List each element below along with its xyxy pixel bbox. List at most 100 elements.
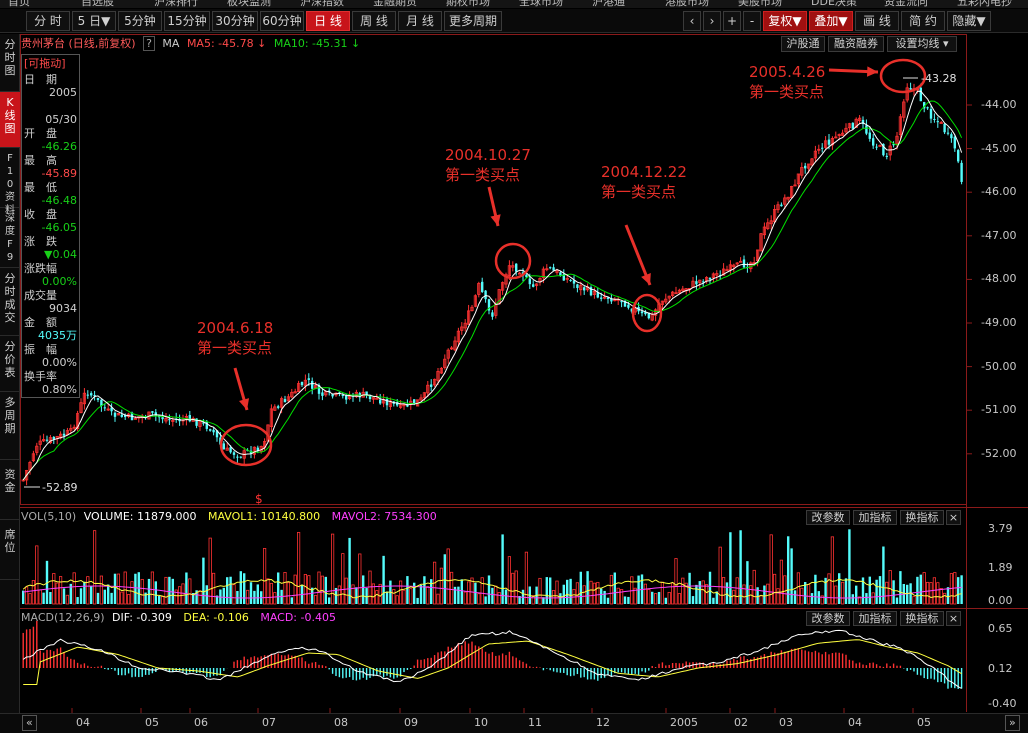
vol-mavol1: MAVOL1: 10140.800 (207, 510, 321, 523)
rongzi-button[interactable]: 融资融券 (828, 36, 884, 52)
annotation-date: 2004.6.18 (197, 319, 274, 337)
annotation-text: 第一类买点 (601, 183, 677, 201)
top-menu-item[interactable]: 首页 (8, 0, 30, 8)
data-window-label: 振 幅 (24, 343, 57, 356)
tab-f10[interactable]: F10资料 (0, 148, 20, 216)
vol-params-button[interactable]: 改参数 (806, 510, 850, 525)
tab-label: K线图 (4, 96, 16, 135)
top-menu-item[interactable]: 自选股 (81, 0, 114, 8)
macd-header: MACD(12,26,9) DIF: -0.309 DEA: -0.106 MA… (21, 610, 336, 626)
period-monthly[interactable]: 月 线 (398, 11, 442, 31)
period-weekly[interactable]: 周 线 (352, 11, 396, 31)
low-sign-mark: $ (255, 492, 263, 506)
data-window-label: 成交量 (24, 289, 57, 302)
kline-header: 贵州茅台 (日线,前复权) ? MA MA5: -45.78 ↓ MA10: -… (21, 35, 364, 53)
macd-axis-label: 0.12 (988, 662, 1013, 675)
time-axis-label: 03 (779, 716, 793, 729)
top-menu-item[interactable]: 金融期货 (373, 0, 417, 8)
data-window[interactable]: [可拖动] 日 期 2005 05/30 开 盘 -46.26 最 高 -45.89 最 低-… (21, 54, 80, 398)
vol-title: VOL(5,10) (21, 510, 77, 523)
data-window-label: 金 额 (24, 316, 57, 329)
simple-mode-button[interactable]: 简 约 (901, 11, 945, 31)
vol-add-indicator-button[interactable]: 加指标 (853, 510, 897, 525)
tab-multi-period[interactable]: 多周期 (0, 392, 20, 460)
macd-dif: DIF: -0.309 (112, 611, 172, 624)
data-window-value: 0.00% (42, 356, 77, 369)
tab-fenjia[interactable]: 分价表 (0, 336, 20, 392)
top-menu-item[interactable]: DDE决策 (811, 0, 857, 8)
top-menu-item[interactable]: 港股市场 (665, 0, 709, 8)
tab-label: F10资料 (5, 153, 15, 216)
tab-kline[interactable]: K线图 (0, 92, 20, 148)
data-window-value: 2005 (49, 86, 77, 99)
macd-dea: DEA: -0.106 (183, 611, 249, 624)
buy-point-annotation: 2004.6.18 第一类买点 (197, 318, 273, 358)
scroll-left-icon[interactable]: « (22, 715, 37, 731)
macd-add-indicator-button[interactable]: 加指标 (853, 611, 897, 626)
ma5-value: MA5: -45.78 ↓ (186, 37, 267, 50)
period-15min[interactable]: 15分钟 (164, 11, 210, 31)
top-menu-item[interactable]: 期权市场 (446, 0, 490, 8)
nav-right-icon[interactable]: › (703, 11, 721, 31)
scroll-right-icon[interactable]: » (1005, 715, 1020, 731)
top-menu-strip: 首页 自选股 沪深排行 板块监测 沪深指数 金融期货 期权市场 全球市场 沪港通 港股市场 美股市场… (0, 0, 1028, 8)
draw-line-button[interactable]: 画 线 (855, 11, 899, 31)
top-menu-item[interactable]: 板块监测 (227, 0, 271, 8)
period-5day[interactable]: 5 日▼ (72, 11, 116, 31)
top-menu-item[interactable]: 沪港通 (592, 0, 625, 8)
help-icon[interactable]: ? (143, 36, 155, 51)
diejia-dropdown[interactable]: 叠加▼ (809, 11, 853, 31)
macd-params-button[interactable]: 改参数 (806, 611, 850, 626)
tab-label: 分时成交 (4, 272, 16, 324)
top-menu-item[interactable]: 沪深排行 (154, 0, 198, 8)
ma-settings-dropdown[interactable]: 设置均线 ▾ (887, 36, 957, 52)
fuquan-dropdown[interactable]: 复权▼ (763, 11, 807, 31)
price-axis-label: -46.00 (981, 185, 1017, 199)
macd-close-icon[interactable]: × (946, 611, 961, 626)
period-daily[interactable]: 日 线 (306, 11, 350, 31)
tab-fenshi-chengjiao[interactable]: 分时成交 (0, 268, 20, 336)
data-window-label: 涨 跌 (24, 235, 57, 248)
data-window-value: -45.89 (41, 167, 77, 180)
volume-axis-label: 3.79 (988, 522, 1013, 535)
vol-close-icon[interactable]: × (946, 510, 961, 525)
period-more[interactable]: 更多周期 (444, 11, 502, 31)
period-5min[interactable]: 5分钟 (118, 11, 162, 31)
top-menu-item[interactable]: 全球市场 (519, 0, 563, 8)
top-menu-item[interactable]: 资金流向 (884, 0, 928, 8)
annotation-date: 2004.10.27 (445, 146, 531, 164)
time-axis-label: 07 (262, 716, 276, 729)
ma10-value: MA10: -45.31 ↓ (273, 37, 361, 50)
tab-f9[interactable]: 深度F9 (0, 208, 20, 268)
data-window-label (24, 100, 77, 114)
time-axis-label: 10 (474, 716, 488, 729)
data-window-title[interactable]: [可拖动] (24, 57, 66, 70)
vol-switch-indicator-button[interactable]: 换指标 (900, 510, 944, 525)
period-60min[interactable]: 60分钟 (260, 11, 304, 31)
tab-fenshi[interactable]: 分时图 (0, 34, 20, 92)
macd-switch-indicator-button[interactable]: 换指标 (900, 611, 944, 626)
period-30min[interactable]: 30分钟 (212, 11, 258, 31)
period-fenshi[interactable]: 分 时 (26, 11, 70, 31)
annotation-text: 第一类买点 (445, 166, 521, 184)
price-axis-label: -48.00 (981, 272, 1017, 286)
hide-dropdown[interactable]: 隐藏▼ (947, 11, 991, 31)
tab-xiwei[interactable]: 席位 (0, 520, 20, 580)
data-window-label: 收 盘 (24, 208, 57, 221)
buy-point-annotation: 2004.12.22 第一类买点 (601, 162, 687, 202)
nav-left-icon[interactable]: ‹ (683, 11, 701, 31)
zoom-in-icon[interactable]: + (723, 11, 741, 31)
tab-zijin[interactable]: 资金 (0, 460, 20, 520)
time-axis-label: 11 (528, 716, 542, 729)
hugutong-button[interactable]: 沪股通 (781, 36, 825, 52)
zoom-out-icon[interactable]: - (743, 11, 761, 31)
high-price-mark: -43.28 (921, 72, 957, 85)
top-menu-item[interactable]: 五彩闪电抄 (957, 0, 1012, 8)
top-menu-item[interactable]: 美股市场 (738, 0, 782, 8)
time-axis-label: 02 (734, 716, 748, 729)
top-menu-item[interactable]: 沪深指数 (300, 0, 344, 8)
tab-label: 分时图 (4, 38, 16, 77)
price-axis-label: -44.00 (981, 98, 1017, 111)
macd-value: MACD: -0.405 (260, 611, 336, 624)
tab-label: 深度F9 (5, 213, 15, 263)
